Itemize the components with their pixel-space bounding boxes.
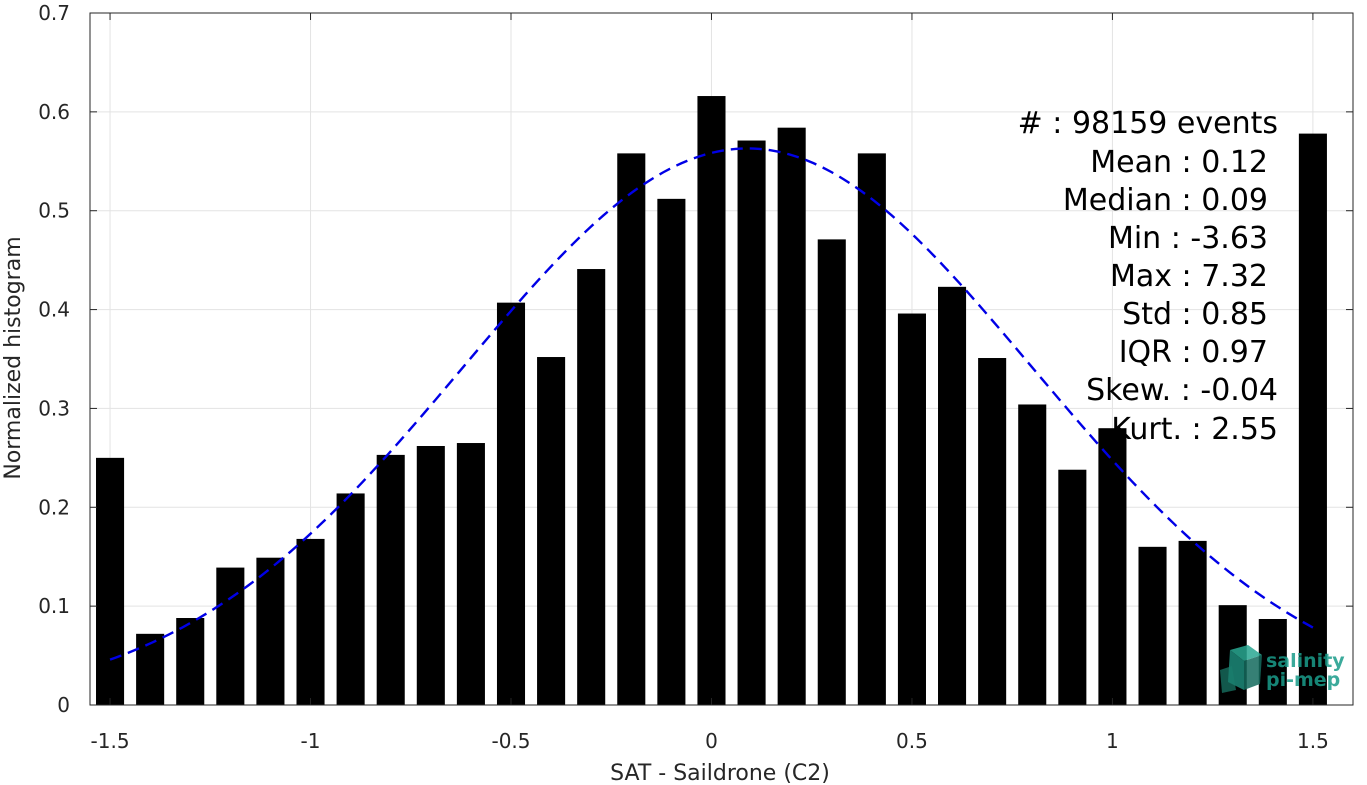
x-tick-labels: -1.5 -1 -0.5 0 0.5 1 1.5	[91, 729, 1329, 753]
histogram-bar	[617, 153, 646, 705]
logo-line-2: pi-mep	[1266, 669, 1340, 691]
histogram-bar	[256, 557, 285, 705]
x-tick-label: 1	[1106, 729, 1119, 753]
histogram-bar	[376, 454, 405, 705]
stat-skew: Skew. : -0.04	[1086, 373, 1278, 408]
statistics-annotation: # : 98159 events Mean : 0.12 Median : 0.…	[1018, 106, 1278, 447]
y-tick-labels: 0 0.1 0.2 0.3 0.4 0.5 0.6 0.7	[38, 1, 70, 717]
stat-count: # : 98159 events	[1018, 106, 1278, 141]
histogram-bar	[897, 313, 926, 705]
histogram-bar	[537, 357, 566, 705]
y-axis-label: Normalized histogram	[1, 236, 26, 479]
histogram-bar	[336, 493, 365, 705]
x-axis-label: SAT - Saildrone (C2)	[610, 761, 830, 785]
histogram-bar	[416, 445, 445, 705]
plot-frame	[89, 12, 1354, 706]
salinity-pimep-logo: salinity pi-mep	[1220, 645, 1345, 693]
y-tick-label: 0.2	[38, 495, 70, 519]
histogram-bar	[1018, 404, 1047, 705]
stat-min: Min : -3.63	[1108, 221, 1268, 256]
histogram-bar	[176, 618, 205, 705]
y-tick-label: 0.3	[38, 396, 70, 420]
stat-max: Max : 7.32	[1110, 259, 1268, 294]
stat-iqr: IQR : 0.97	[1119, 335, 1268, 370]
histogram-bar	[496, 302, 526, 705]
histogram-bar	[1258, 618, 1287, 705]
y-tick-label: 0.6	[38, 100, 70, 124]
y-tick-label: 0.7	[38, 1, 70, 25]
y-tick-label: 0.4	[38, 298, 70, 322]
histogram-bar	[216, 567, 245, 705]
x-tick-label: 0.5	[896, 729, 928, 753]
histogram-bar	[1058, 469, 1087, 705]
histogram-bar	[817, 239, 846, 705]
stat-kurt: Kurt. : 2.55	[1111, 412, 1278, 447]
axis-ticks	[90, 12, 1353, 706]
y-tick-label: 0	[57, 693, 70, 717]
x-tick-label: -1.5	[91, 729, 130, 753]
histogram-bar	[938, 286, 967, 705]
histogram-bar	[737, 140, 766, 706]
y-tick-label: 0.5	[38, 199, 70, 223]
histogram-bars	[96, 96, 1327, 706]
x-tick-label: -0.5	[491, 729, 530, 753]
histogram-bar	[657, 198, 686, 705]
cube-logo-icon	[1220, 645, 1262, 693]
histogram-bar	[1098, 428, 1127, 705]
x-tick-label: -1	[301, 729, 321, 753]
histogram-bar	[296, 538, 325, 705]
gaussian-fit-curve	[109, 147, 1314, 661]
histogram-bar	[1138, 546, 1167, 705]
stat-std: Std : 0.85	[1122, 297, 1268, 332]
y-tick-label: 0.1	[38, 594, 70, 618]
histogram-bar	[1298, 133, 1327, 705]
x-tick-label: 1.5	[1297, 729, 1329, 753]
histogram-bar	[96, 457, 125, 705]
histogram-bar	[777, 127, 806, 705]
histogram-bar	[456, 443, 485, 705]
histogram-bar	[136, 633, 165, 705]
histogram-bar	[1178, 540, 1207, 705]
histogram-bar	[857, 153, 886, 705]
histogram-bar	[697, 96, 726, 706]
x-tick-label: 0	[705, 729, 718, 753]
histogram-bar	[577, 269, 606, 705]
stat-mean: Mean : 0.12	[1090, 145, 1268, 180]
logo-line-1: salinity	[1266, 650, 1345, 672]
histogram-bar	[978, 358, 1007, 705]
stat-median: Median : 0.09	[1063, 183, 1268, 218]
